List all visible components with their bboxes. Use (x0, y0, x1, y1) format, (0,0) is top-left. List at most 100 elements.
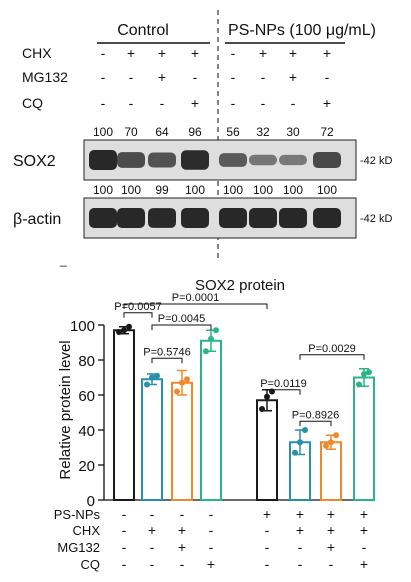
actin-band (148, 208, 176, 228)
treatment-sign: + (289, 45, 297, 61)
data-point (179, 379, 185, 386)
data-point (203, 348, 209, 355)
table-sign: - (122, 522, 127, 538)
treatment-sign: + (191, 95, 199, 111)
table-sign: - (298, 556, 303, 572)
table-sign: + (263, 506, 271, 522)
treatment-sign: - (261, 69, 266, 85)
group-label-control: Control (117, 22, 169, 39)
sox2-intensity-value: 64 (155, 125, 169, 139)
actin-band (181, 208, 209, 228)
treatment-sign: + (289, 69, 297, 85)
treatment-sign: + (158, 69, 166, 85)
sox2-intensity-value: 56 (226, 125, 240, 139)
actin-intensity-value: 100 (121, 183, 141, 197)
data-point (208, 336, 214, 342)
treatment-sign: - (291, 95, 296, 111)
p-value-label: P=0.0001 (172, 292, 219, 304)
p-value-label: P=0.5746 (143, 346, 190, 358)
treatment-row-label: MG132 (22, 69, 68, 85)
bracket (266, 389, 301, 395)
p-value-label: P=0.0057 (114, 301, 161, 313)
y-axis-label: Relative protein level (57, 340, 74, 479)
treatment-sign: - (101, 45, 106, 61)
actin-band (117, 208, 145, 228)
data-point (356, 381, 362, 388)
sox2-intensity-value: 96 (188, 125, 202, 139)
table-sign: + (327, 506, 335, 522)
bar (256, 399, 278, 501)
treatment-table: PS-NPs - - - - + + + +CHX - + + - - + + +MG132- - + - - - + -CQ… (54, 506, 368, 572)
actin-band (219, 208, 247, 228)
table-sign: - (180, 556, 185, 572)
table-sign: - (209, 506, 214, 522)
chart-title: SOX2 protein (195, 277, 285, 294)
data-point (328, 439, 334, 446)
treatment-sign: - (325, 69, 330, 85)
treatment-sign: - (231, 95, 236, 111)
actin-intensity-value: 100 (185, 183, 205, 197)
sox2-intensity-value: 30 (286, 125, 300, 139)
p-value-label: P=0.0045 (158, 313, 205, 325)
treatment-sign: - (261, 95, 266, 111)
treatment-sign: - (231, 69, 236, 85)
sox2-band (181, 150, 209, 170)
bracket (123, 303, 268, 309)
data-point (333, 432, 339, 439)
sox2-intensity-labels: 100 70 64 96 56 32 30 72 (93, 125, 334, 139)
table-sign: - (265, 522, 270, 538)
actin-band (279, 208, 307, 228)
table-sign: - (209, 539, 214, 555)
sox2-band (313, 151, 341, 169)
treatment-sign: - (193, 69, 198, 85)
data-point (121, 327, 127, 334)
treatment-sign: + (191, 45, 199, 61)
bar (320, 441, 342, 501)
y-ticks: 0 20 40 60 80 100 (70, 318, 104, 510)
bar (353, 376, 375, 501)
p-value-label: P=0.0029 (308, 343, 355, 355)
table-row-label: MG132 (57, 540, 100, 555)
table-sign: + (296, 506, 304, 522)
table-row-label: CQ (81, 557, 101, 572)
data-point (116, 329, 122, 335)
data-point (184, 376, 190, 383)
table-sign: + (148, 522, 156, 538)
data-point (297, 439, 303, 446)
table-sign: - (150, 539, 155, 555)
sox2-size-label: -42 kD (360, 155, 392, 167)
stray-mark: _ (59, 253, 67, 267)
table-sign: - (265, 539, 270, 555)
bracket (299, 354, 365, 360)
data-point (259, 406, 265, 412)
y-tick-label: 20 (78, 458, 95, 475)
table-sign: - (150, 556, 155, 572)
actin-intensity-value: 100 (93, 183, 113, 197)
data-point (366, 369, 372, 376)
bar (113, 329, 135, 501)
bar (141, 378, 163, 501)
table-sign: + (360, 522, 368, 538)
table-sign: - (265, 556, 270, 572)
sox2-intensity-value: 72 (320, 125, 334, 139)
table-row-label: PS-NPs (54, 507, 101, 522)
actin-band (249, 208, 277, 228)
data-point (361, 371, 367, 377)
data-point (292, 449, 298, 456)
sox2-bands (89, 150, 341, 170)
treatment-sign: - (231, 45, 236, 61)
y-tick-label: 100 (70, 318, 95, 335)
actin-size-label: -42 kD (360, 213, 392, 225)
treatment-sign: - (129, 69, 134, 85)
data-point (323, 442, 329, 449)
sox2-intensity-value: 100 (93, 125, 113, 139)
table-sign: - (122, 506, 127, 522)
sox2-row-label: SOX2 (13, 153, 56, 170)
bar (200, 339, 222, 501)
actin-row-label: β-actin (13, 211, 61, 228)
sox2-band (279, 154, 307, 166)
table-sign: - (122, 556, 127, 572)
actin-intensity-value: 100 (317, 183, 337, 197)
treatment-sign: + (323, 95, 331, 111)
bracket (151, 324, 212, 330)
